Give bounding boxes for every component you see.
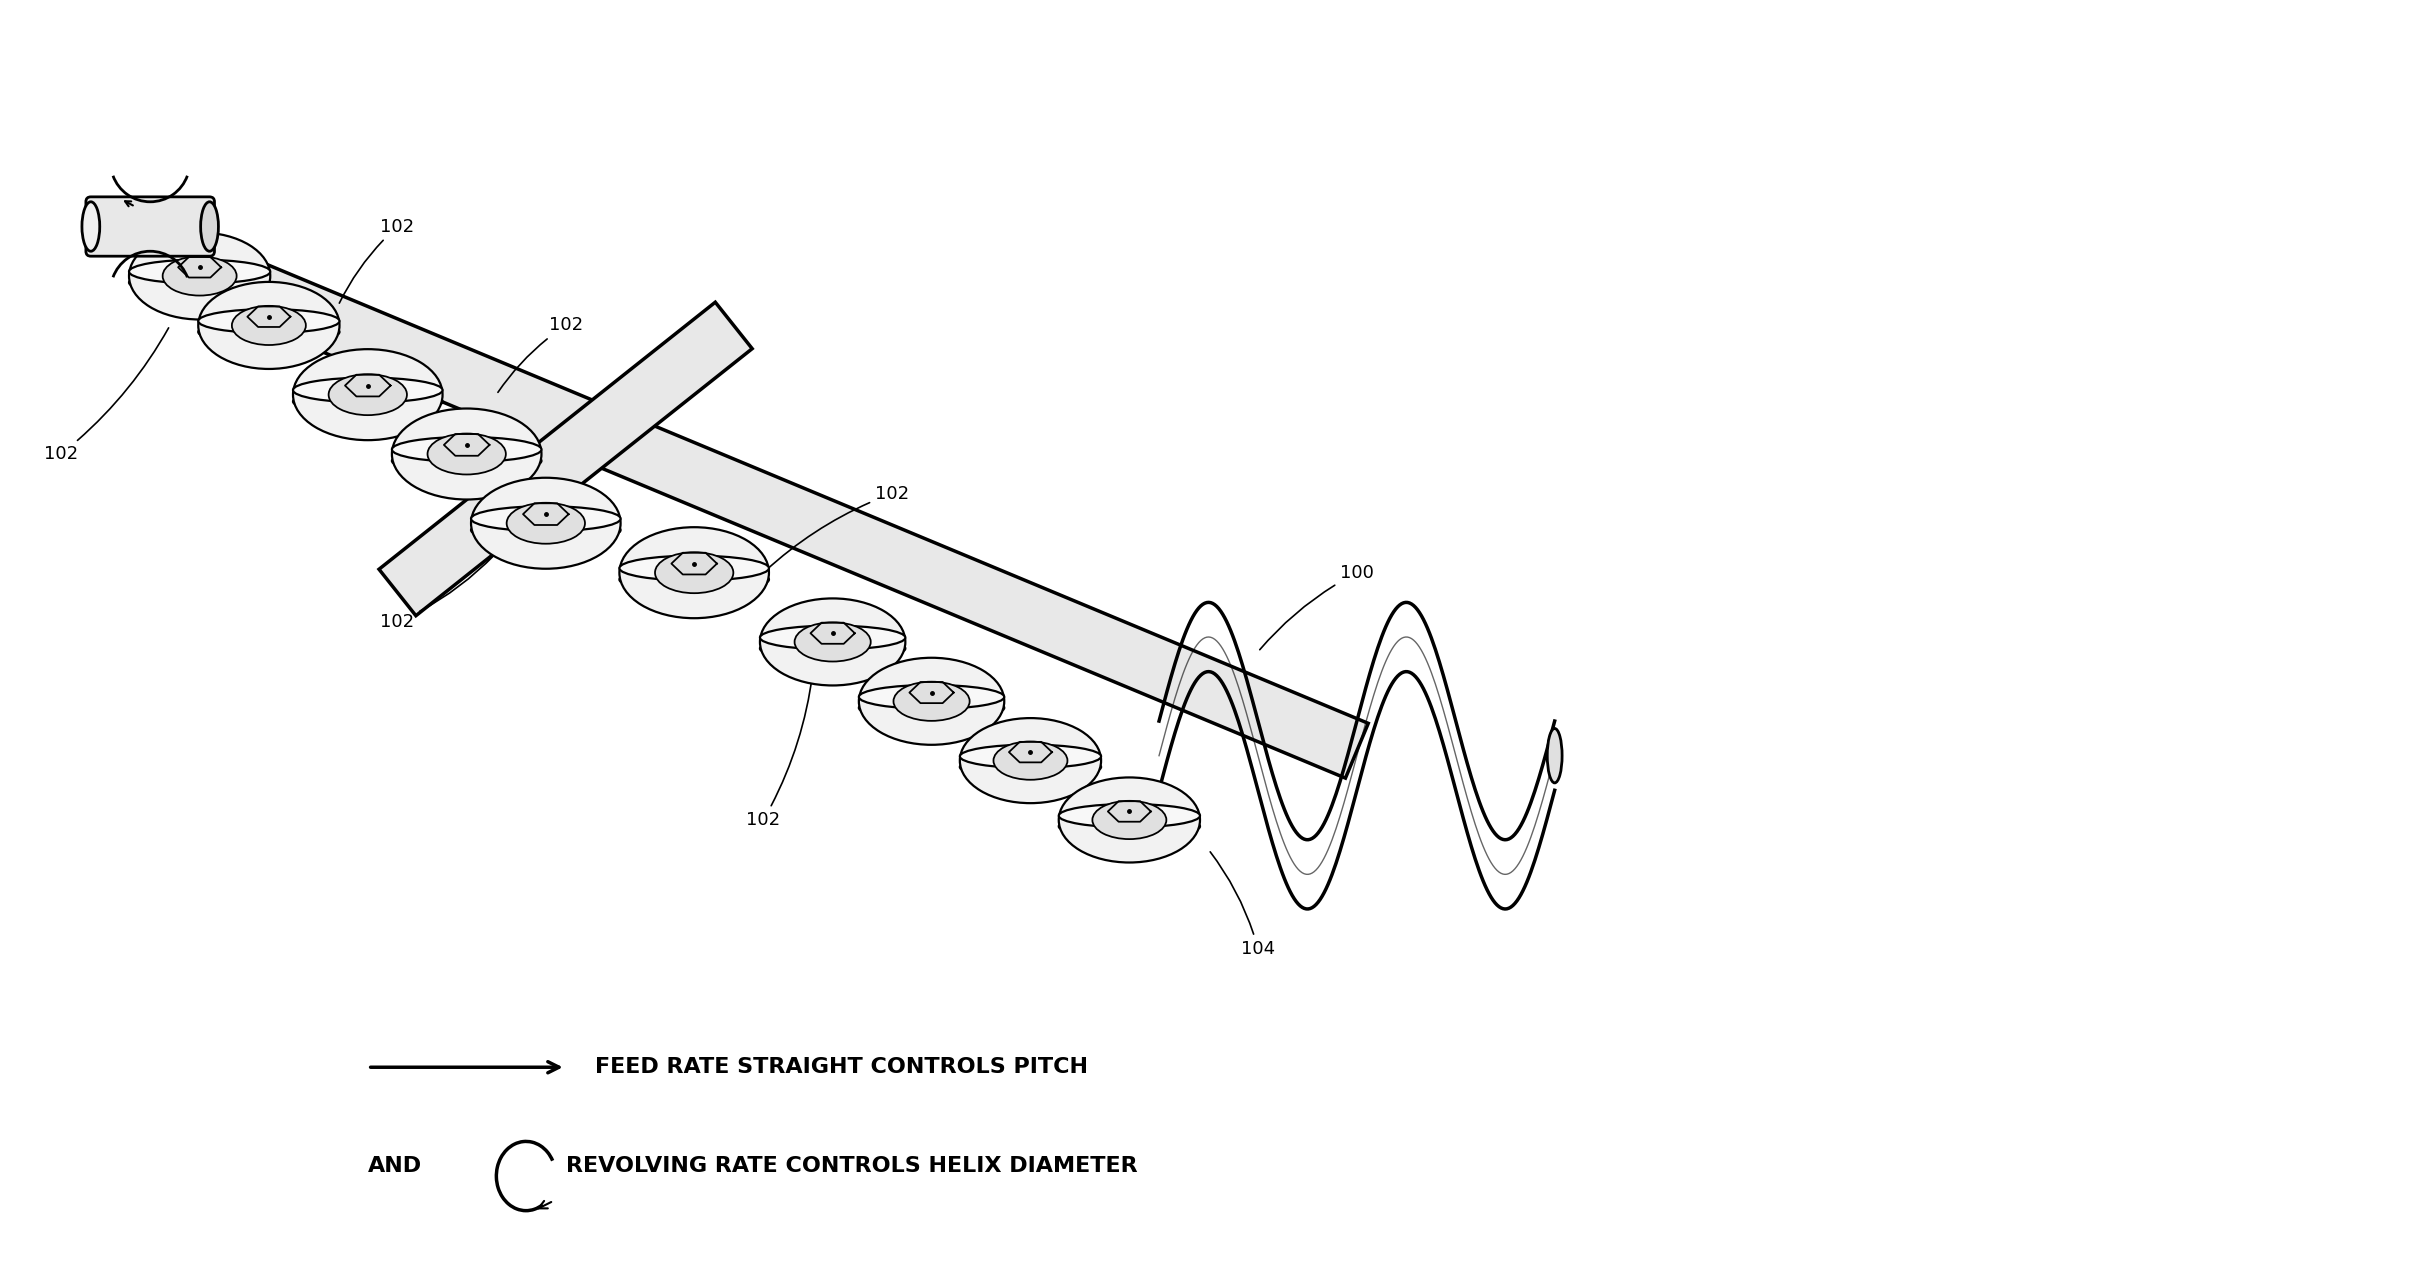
Ellipse shape — [471, 518, 621, 543]
Ellipse shape — [759, 598, 906, 686]
Ellipse shape — [759, 636, 906, 660]
Text: FEED RATE STRAIGHT CONTROLS PITCH: FEED RATE STRAIGHT CONTROLS PITCH — [595, 1057, 1088, 1077]
Ellipse shape — [1092, 801, 1167, 840]
Ellipse shape — [128, 271, 271, 295]
Ellipse shape — [858, 696, 1003, 720]
Ellipse shape — [960, 744, 1102, 768]
Text: REVOLVING RATE CONTROLS HELIX DIAMETER: REVOLVING RATE CONTROLS HELIX DIAMETER — [566, 1156, 1138, 1177]
Text: 102: 102 — [747, 674, 812, 829]
Ellipse shape — [392, 448, 541, 473]
Ellipse shape — [198, 282, 338, 369]
Ellipse shape — [993, 742, 1068, 780]
Ellipse shape — [508, 502, 585, 543]
Ellipse shape — [471, 506, 621, 532]
Ellipse shape — [232, 305, 307, 345]
Ellipse shape — [619, 527, 769, 618]
Text: 102: 102 — [44, 328, 169, 463]
Ellipse shape — [292, 378, 442, 403]
Ellipse shape — [1547, 729, 1561, 782]
Polygon shape — [160, 229, 1368, 778]
Ellipse shape — [471, 478, 621, 569]
Ellipse shape — [292, 389, 442, 413]
Ellipse shape — [292, 350, 442, 440]
Ellipse shape — [759, 626, 906, 650]
Text: 102: 102 — [766, 485, 909, 571]
Text: AND: AND — [367, 1156, 423, 1177]
Text: 102: 102 — [379, 555, 495, 631]
Ellipse shape — [894, 682, 969, 721]
Ellipse shape — [82, 202, 99, 252]
Text: 104: 104 — [1211, 852, 1276, 958]
Ellipse shape — [960, 756, 1102, 778]
Ellipse shape — [655, 552, 732, 593]
Ellipse shape — [329, 374, 406, 415]
Ellipse shape — [858, 658, 1003, 745]
Polygon shape — [379, 303, 752, 616]
Ellipse shape — [392, 438, 541, 462]
Text: 102: 102 — [338, 218, 416, 303]
Ellipse shape — [619, 556, 769, 580]
Ellipse shape — [1059, 814, 1199, 838]
Ellipse shape — [128, 259, 271, 284]
Ellipse shape — [201, 202, 218, 252]
Ellipse shape — [198, 321, 338, 343]
Ellipse shape — [128, 233, 271, 319]
Ellipse shape — [619, 567, 769, 591]
Text: 102: 102 — [498, 317, 582, 392]
Ellipse shape — [858, 684, 1003, 709]
Ellipse shape — [428, 434, 505, 474]
Ellipse shape — [162, 257, 237, 295]
Ellipse shape — [960, 719, 1102, 803]
Ellipse shape — [1059, 777, 1199, 862]
Ellipse shape — [1059, 804, 1199, 827]
Text: 100: 100 — [1259, 563, 1373, 650]
Ellipse shape — [392, 408, 541, 500]
FancyBboxPatch shape — [87, 197, 215, 256]
Ellipse shape — [198, 309, 338, 333]
Ellipse shape — [795, 622, 870, 661]
